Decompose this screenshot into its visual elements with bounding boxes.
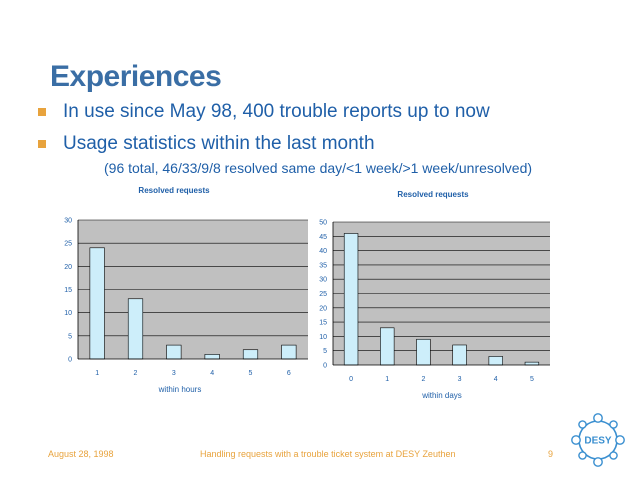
x-tick-label: 1 <box>385 376 389 383</box>
y-tick-label: 15 <box>64 287 72 294</box>
bullet-2-text: Usage statistics within the last month <box>63 133 375 154</box>
y-tick-label: 10 <box>64 310 72 317</box>
bullet-1-text: In use since May 98, 400 trouble reports… <box>63 101 490 122</box>
footer-caption: Handling requests with a trouble ticket … <box>200 449 456 459</box>
desy-logo-icon: DESY <box>571 413 625 467</box>
y-tick-label: 30 <box>319 277 327 284</box>
bar-0 <box>343 233 359 366</box>
y-tick-label: 5 <box>68 333 72 340</box>
x-axis-label: within hours <box>158 385 202 394</box>
bar-2 <box>127 298 144 360</box>
x-tick-label: 4 <box>210 370 214 377</box>
y-tick-label: 25 <box>64 241 72 248</box>
y-tick-label: 35 <box>319 262 327 269</box>
footer-date: August 28, 1998 <box>48 449 114 459</box>
y-tick-label: 45 <box>319 234 327 241</box>
page-number: 9 <box>548 449 554 459</box>
bar-2 <box>416 338 431 366</box>
x-tick-label: 3 <box>458 376 462 383</box>
x-tick-label: 1 <box>95 370 99 377</box>
bar-5 <box>524 361 540 366</box>
slide-title: Experiences <box>50 60 222 93</box>
bullet-2: Usage statistics within the last month <box>38 133 375 155</box>
bar-4 <box>488 356 503 366</box>
x-axis-label: within days <box>421 391 462 400</box>
bar-6 <box>281 344 297 360</box>
y-tick-label: 0 <box>68 357 72 364</box>
logo-text: DESY <box>584 436 612 447</box>
y-tick-label: 20 <box>319 305 327 312</box>
bar-3 <box>452 344 467 366</box>
y-tick-label: 15 <box>319 320 327 327</box>
bar-4 <box>204 354 220 360</box>
y-tick-label: 25 <box>319 291 327 298</box>
y-tick-label: 10 <box>319 334 327 341</box>
bullet-square-icon <box>38 140 46 148</box>
x-tick-label: 2 <box>134 370 138 377</box>
y-tick-label: 30 <box>64 218 72 225</box>
bullet-square-icon <box>38 108 46 116</box>
y-tick-label: 50 <box>319 220 327 227</box>
y-tick-label: 0 <box>323 363 327 370</box>
bar-1 <box>89 247 105 360</box>
bullet-1: In use since May 98, 400 trouble reports… <box>38 101 490 123</box>
x-tick-label: 4 <box>494 376 498 383</box>
bar-3 <box>166 344 182 360</box>
bar-5 <box>242 349 259 360</box>
chart-title: Resolved requests <box>397 190 469 199</box>
x-tick-label: 5 <box>530 376 534 383</box>
y-tick-label: 20 <box>64 264 72 271</box>
x-tick-label: 5 <box>249 370 253 377</box>
chart-title: Resolved requests <box>138 186 210 195</box>
x-tick-label: 0 <box>349 376 353 383</box>
x-tick-label: 3 <box>172 370 176 377</box>
x-tick-label: 6 <box>287 370 291 377</box>
x-tick-label: 2 <box>421 376 425 383</box>
y-tick-label: 5 <box>323 348 327 355</box>
y-tick-label: 40 <box>319 248 327 255</box>
sub-bullet: (96 total, 46/33/9/8 resolved same day/<… <box>104 160 533 176</box>
chart-resolved-hours: Resolved requests 0 5 10 15 20 25 30 1 2 3 4 5 6 wi… <box>64 186 308 394</box>
bar-1 <box>380 327 395 366</box>
